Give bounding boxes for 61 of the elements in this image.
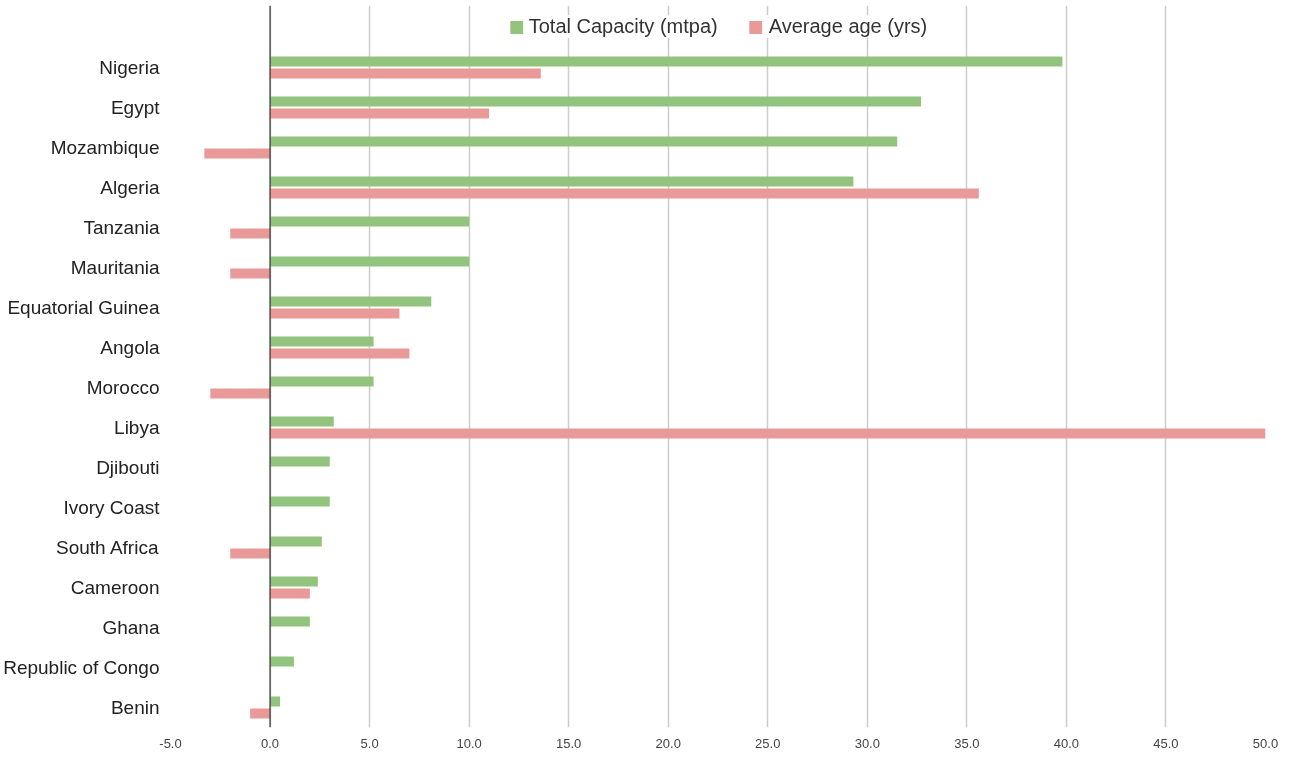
y-tick-label: South Africa xyxy=(56,537,159,558)
bar xyxy=(270,696,280,707)
y-tick-label: Libya xyxy=(114,417,160,438)
x-tick-label: 25.0 xyxy=(755,735,781,751)
y-tick-label: Ivory Coast xyxy=(63,497,161,518)
bar xyxy=(250,708,271,719)
x-tick-label: 10.0 xyxy=(456,735,482,751)
y-tick-label: Djibouti xyxy=(96,457,160,478)
y-tick-label: Morocco xyxy=(86,377,160,398)
bar xyxy=(230,268,271,279)
x-tick-label: 0.0 xyxy=(261,735,280,751)
bar xyxy=(204,148,271,159)
x-tick-label: 15.0 xyxy=(556,735,582,751)
bar xyxy=(270,428,1266,439)
bar xyxy=(270,96,922,107)
y-tick-label: Algeria xyxy=(100,177,160,198)
bar xyxy=(270,108,490,119)
bar xyxy=(270,456,330,467)
bar xyxy=(270,188,979,199)
x-tick-label: -5.0 xyxy=(159,735,182,751)
y-tick-label: Nigeria xyxy=(99,57,160,78)
x-tick-label: 40.0 xyxy=(1053,735,1080,751)
bar xyxy=(270,576,318,587)
bar xyxy=(270,216,470,227)
x-tick-label: 50.0 xyxy=(1252,735,1279,751)
bar xyxy=(270,376,374,387)
bar xyxy=(270,256,470,267)
y-tick-label: Mauritania xyxy=(70,257,160,278)
legend-label: Total Capacity (mtpa) xyxy=(528,15,718,38)
bar xyxy=(270,56,1063,67)
bar xyxy=(270,68,541,79)
bar xyxy=(270,336,374,347)
x-tick-label: 5.0 xyxy=(360,735,379,751)
bar xyxy=(270,588,310,599)
bar xyxy=(270,416,334,427)
y-tick-label: Tanzania xyxy=(83,217,160,238)
x-tick-label: 35.0 xyxy=(954,735,980,751)
legend-label: Average age (yrs) xyxy=(768,15,928,38)
bar xyxy=(270,308,400,319)
x-tick-label: 20.0 xyxy=(655,735,681,751)
y-tick-label: Equatorial Guinea xyxy=(7,297,160,318)
y-tick-label: Benin xyxy=(110,697,160,718)
y-tick-label: Republic of Congo xyxy=(3,657,160,678)
bar xyxy=(270,656,294,667)
bar xyxy=(210,388,271,399)
y-tick-label: Egypt xyxy=(110,97,161,118)
bar xyxy=(270,348,410,359)
y-tick-label: Angola xyxy=(100,337,160,358)
bar xyxy=(230,548,271,559)
y-tick-label: Mozambique xyxy=(50,137,160,158)
bar xyxy=(270,496,330,507)
x-tick-label: 30.0 xyxy=(854,735,880,751)
bar xyxy=(270,296,432,307)
bar xyxy=(270,136,898,147)
x-tick-label: 45.0 xyxy=(1153,735,1179,751)
y-tick-label: Cameroon xyxy=(70,577,160,598)
bar xyxy=(270,616,310,627)
bar xyxy=(230,228,271,239)
bar xyxy=(270,176,854,187)
bar xyxy=(270,536,322,547)
y-tick-label: Ghana xyxy=(102,617,160,638)
